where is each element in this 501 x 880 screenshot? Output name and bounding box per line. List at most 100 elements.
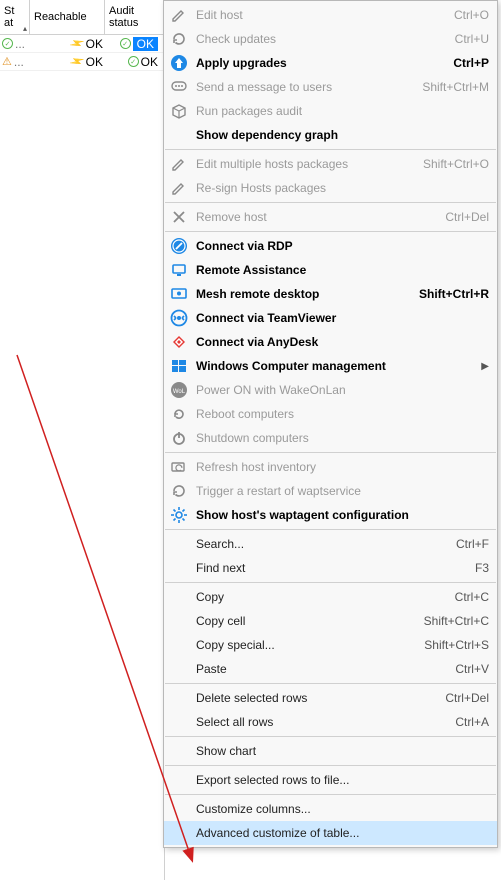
cell-audit: ✓OK — [105, 55, 160, 69]
menu-item-shortcut: Shift+Ctrl+C — [424, 614, 489, 628]
menu-item-find-next[interactable]: Find nextF3 — [164, 556, 497, 580]
refresh-icon — [168, 28, 190, 50]
menu-separator — [165, 202, 496, 203]
menu-separator — [165, 582, 496, 583]
menu-item-delete-selected-rows[interactable]: Delete selected rows Ctrl+Del — [164, 686, 497, 710]
menu-item-label: Shutdown computers — [196, 431, 489, 445]
menu-item-paste[interactable]: PasteCtrl+V — [164, 657, 497, 681]
menu-item-label: Connect via AnyDesk — [196, 335, 489, 349]
menu-item-shortcut: Shift+Ctrl+R — [419, 287, 489, 301]
menu-item-label: Connect via TeamViewer — [196, 311, 489, 325]
x-icon — [168, 206, 190, 228]
col-status[interactable]: St at ▴ — [0, 0, 30, 34]
menu-item-label: Apply upgrades — [196, 56, 447, 70]
menu-separator — [165, 736, 496, 737]
menu-item-label: Power ON with WakeOnLan — [196, 383, 489, 397]
win-icon — [168, 355, 190, 377]
tv-icon — [168, 307, 190, 329]
menu-item-label: Paste — [196, 662, 449, 676]
power-icon — [168, 427, 190, 449]
col-status-label: St at — [4, 5, 25, 29]
menu-item-edit-host: Edit hostCtrl+O — [164, 3, 497, 27]
menu-item-select-all-rows[interactable]: Select all rowsCtrl+A — [164, 710, 497, 734]
blank-icon — [168, 769, 190, 791]
col-audit-label: Audit status — [109, 5, 156, 29]
cell-audit: ✓OK — [105, 37, 160, 51]
pencil-icon — [168, 153, 190, 175]
menu-item-connect-via-rdp[interactable]: Connect via RDP — [164, 234, 497, 258]
menu-item-customize-columns[interactable]: Customize columns... — [164, 797, 497, 821]
menu-item-send-a-message-to-users: Send a message to usersShift+Ctrl+M — [164, 75, 497, 99]
menu-item-label: Show host's waptagent configuration — [196, 508, 489, 522]
menu-item-label: Copy cell — [196, 614, 418, 628]
sort-indicator-icon: ▴ — [23, 24, 27, 33]
menu-item-label: Copy — [196, 590, 449, 604]
menu-item-refresh-host-inventory: Refresh host inventory — [164, 455, 497, 479]
col-reachable-label: Reachable — [34, 11, 100, 23]
menu-item-label: Windows Computer management — [196, 359, 475, 373]
table-row[interactable]: ⚠... ⚡ OK✓OK — [0, 53, 164, 71]
menu-item-copy-cell[interactable]: Copy cell Shift+Ctrl+C — [164, 609, 497, 633]
table-row[interactable]: ✓...⚡OK✓OK — [0, 35, 164, 53]
menu-item-shortcut: F3 — [475, 561, 489, 575]
menu-item-advanced-customize-of-table[interactable]: Advanced customize of table... — [164, 821, 497, 845]
pencil-icon — [168, 4, 190, 26]
col-reachable[interactable]: Reachable — [30, 0, 105, 34]
refresh2-icon — [168, 456, 190, 478]
menu-item-label: Export selected rows to file... — [196, 773, 489, 787]
menu-item-label: Refresh host inventory — [196, 460, 489, 474]
up-circle-icon — [168, 52, 190, 74]
warning-icon: ⚠ — [2, 55, 12, 68]
cell-reachable: ⚡OK — [30, 37, 105, 51]
reachable-text: OK — [86, 37, 103, 51]
menu-item-reboot-computers: Reboot computers — [164, 402, 497, 426]
menu-item-mesh-remote-desktop[interactable]: Mesh remote desktop Shift+Ctrl+R — [164, 282, 497, 306]
menu-item-connect-via-anydesk[interactable]: Connect via AnyDesk — [164, 330, 497, 354]
menu-item-shortcut: Ctrl+Del — [445, 691, 489, 705]
menu-item-label: Show chart — [196, 744, 489, 758]
menu-item-shortcut: Ctrl+Del — [445, 210, 489, 224]
plug-icon: ⚡ — [67, 52, 86, 71]
menu-item-run-packages-audit: Run packages audit — [164, 99, 497, 123]
mesh-icon — [168, 283, 190, 305]
menu-item-shortcut: Ctrl+F — [456, 537, 489, 551]
menu-item-shortcut: Ctrl+O — [454, 8, 489, 22]
menu-item-shortcut: Ctrl+U — [455, 32, 489, 46]
menu-item-windows-computer-management[interactable]: Windows Computer management ▶ — [164, 354, 497, 378]
menu-item-label: Mesh remote desktop — [196, 287, 413, 301]
plug-icon: ⚡ — [67, 34, 86, 53]
menu-item-shortcut: Ctrl+C — [455, 590, 489, 604]
menu-item-label: Copy special... — [196, 638, 418, 652]
menu-item-label: Delete selected rows — [196, 691, 439, 705]
audit-text: OK — [141, 55, 158, 69]
menu-item-export-selected-rows-to-file[interactable]: Export selected rows to file... — [164, 768, 497, 792]
menu-separator — [165, 231, 496, 232]
menu-item-remote-assistance[interactable]: Remote Assistance — [164, 258, 497, 282]
gear-icon — [168, 504, 190, 526]
menu-item-show-host-s-waptagent-configuration[interactable]: Show host's waptagent configuration — [164, 503, 497, 527]
menu-item-shortcut: Shift+Ctrl+O — [423, 157, 489, 171]
menu-item-shortcut: Ctrl+A — [455, 715, 489, 729]
menu-item-label: Edit multiple hosts packages — [196, 157, 417, 171]
cell-status: ⚠... — [0, 55, 30, 69]
pkg-icon — [168, 100, 190, 122]
hosts-table: St at ▴ Reachable Audit status ✓...⚡OK✓O… — [0, 0, 165, 880]
cell-status: ✓... — [0, 37, 30, 51]
menu-item-apply-upgrades[interactable]: Apply upgradesCtrl+P — [164, 51, 497, 75]
menu-item-search[interactable]: Search... Ctrl+F — [164, 532, 497, 556]
menu-item-show-dependency-graph[interactable]: Show dependency graph — [164, 123, 497, 147]
menu-item-connect-via-teamviewer[interactable]: Connect via TeamViewer — [164, 306, 497, 330]
menu-item-copy[interactable]: Copy Ctrl+C — [164, 585, 497, 609]
col-audit[interactable]: Audit status — [105, 0, 160, 34]
menu-item-re-sign-hosts-packages: Re-sign Hosts packages — [164, 176, 497, 200]
anydesk-icon — [168, 331, 190, 353]
menu-item-show-chart[interactable]: Show chart — [164, 739, 497, 763]
audit-text: OK — [133, 37, 158, 51]
menu-separator — [165, 794, 496, 795]
menu-item-copy-special[interactable]: Copy special...Shift+Ctrl+S — [164, 633, 497, 657]
menu-item-label: Advanced customize of table... — [196, 826, 489, 840]
restart-icon — [168, 480, 190, 502]
submenu-arrow-icon: ▶ — [481, 361, 489, 372]
menu-item-label: Search... — [196, 537, 450, 551]
ok-icon: ✓ — [120, 38, 131, 49]
